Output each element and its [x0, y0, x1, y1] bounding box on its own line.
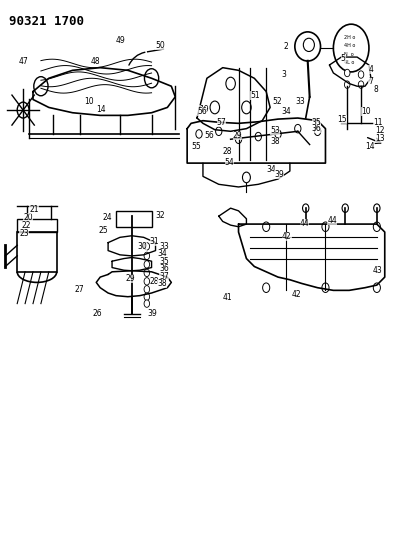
Circle shape [373, 222, 380, 231]
Circle shape [302, 204, 309, 213]
Text: 49: 49 [116, 36, 126, 45]
Text: 28: 28 [150, 277, 159, 286]
Circle shape [358, 71, 364, 78]
Text: 41: 41 [222, 293, 232, 302]
Circle shape [263, 222, 270, 231]
Text: 14: 14 [365, 142, 375, 151]
Text: 48: 48 [90, 57, 100, 66]
Text: 33: 33 [159, 243, 169, 252]
Bar [116, 211, 152, 227]
Text: 27: 27 [74, 285, 84, 294]
Circle shape [216, 127, 222, 135]
Text: 44: 44 [300, 219, 309, 228]
Text: 4H o: 4H o [344, 43, 356, 49]
Text: 35: 35 [312, 118, 321, 127]
Circle shape [144, 252, 150, 260]
Circle shape [374, 204, 380, 213]
Text: 28: 28 [223, 147, 232, 156]
Text: 22: 22 [21, 221, 31, 230]
Text: 11: 11 [373, 118, 382, 127]
Circle shape [344, 69, 350, 77]
Text: 30: 30 [138, 243, 147, 252]
Circle shape [358, 81, 364, 88]
Circle shape [196, 130, 202, 138]
Text: 36: 36 [312, 124, 321, 133]
Circle shape [275, 130, 281, 138]
Text: 34: 34 [266, 166, 276, 174]
Text: 20: 20 [23, 213, 33, 222]
Bar [17, 219, 57, 232]
Text: 19: 19 [199, 104, 209, 114]
Text: 43: 43 [373, 266, 382, 275]
Text: 50: 50 [155, 41, 165, 50]
Text: 25: 25 [98, 227, 108, 236]
Text: 12: 12 [375, 126, 385, 135]
Text: 2H o: 2H o [344, 35, 356, 40]
Text: 36: 36 [159, 264, 169, 272]
Text: 3: 3 [281, 70, 287, 79]
Text: 57: 57 [217, 118, 226, 127]
Text: 31: 31 [150, 237, 159, 246]
Text: 23: 23 [19, 229, 29, 238]
Text: 14: 14 [96, 104, 106, 114]
Circle shape [314, 127, 321, 135]
Text: 29: 29 [232, 131, 242, 140]
Circle shape [144, 286, 150, 293]
Text: 51: 51 [250, 91, 260, 100]
Text: 56: 56 [205, 131, 215, 140]
Circle shape [144, 300, 150, 308]
Text: 42: 42 [282, 232, 292, 241]
Text: N  o: N o [344, 52, 354, 57]
Text: 52: 52 [272, 96, 282, 106]
Text: 10: 10 [361, 107, 371, 116]
Text: 8: 8 [374, 85, 378, 94]
Text: 54: 54 [224, 158, 234, 166]
Bar [17, 232, 57, 272]
Text: 42: 42 [292, 290, 301, 299]
Text: 34: 34 [282, 107, 292, 116]
Text: 24: 24 [102, 213, 112, 222]
Text: 15: 15 [337, 115, 347, 124]
Circle shape [322, 283, 329, 293]
Text: 53: 53 [270, 126, 280, 135]
Text: 32: 32 [156, 211, 165, 220]
Text: 39: 39 [274, 169, 284, 179]
Circle shape [17, 102, 29, 118]
Text: 21: 21 [29, 205, 39, 214]
Text: 55: 55 [191, 142, 201, 151]
Text: 38: 38 [270, 138, 280, 147]
Circle shape [144, 261, 150, 268]
Text: 26: 26 [92, 309, 102, 318]
Text: 7: 7 [369, 77, 373, 86]
Text: 2: 2 [283, 42, 288, 51]
Circle shape [322, 222, 329, 231]
Text: 33: 33 [296, 96, 305, 106]
Text: 37: 37 [159, 271, 169, 280]
Circle shape [255, 132, 261, 141]
Text: 44: 44 [327, 216, 337, 225]
Circle shape [144, 269, 150, 277]
Text: 4: 4 [369, 64, 373, 74]
Text: 47: 47 [19, 57, 29, 66]
Text: 13: 13 [375, 134, 385, 143]
Text: 34: 34 [157, 249, 167, 259]
Circle shape [144, 293, 150, 301]
Text: 38: 38 [158, 279, 167, 288]
Circle shape [235, 135, 242, 143]
Text: 35: 35 [159, 257, 169, 265]
Text: 29: 29 [126, 274, 135, 283]
Circle shape [342, 204, 348, 213]
Text: 10: 10 [84, 96, 94, 106]
Circle shape [344, 81, 350, 88]
Circle shape [144, 243, 150, 250]
Text: 56: 56 [197, 107, 207, 116]
Text: 4L o: 4L o [344, 60, 355, 66]
Text: 90321 1700: 90321 1700 [9, 14, 84, 28]
Circle shape [373, 283, 380, 293]
Circle shape [263, 283, 270, 293]
Circle shape [144, 278, 150, 285]
Text: 39: 39 [148, 309, 157, 318]
Text: 5: 5 [341, 54, 346, 63]
Circle shape [295, 124, 301, 133]
